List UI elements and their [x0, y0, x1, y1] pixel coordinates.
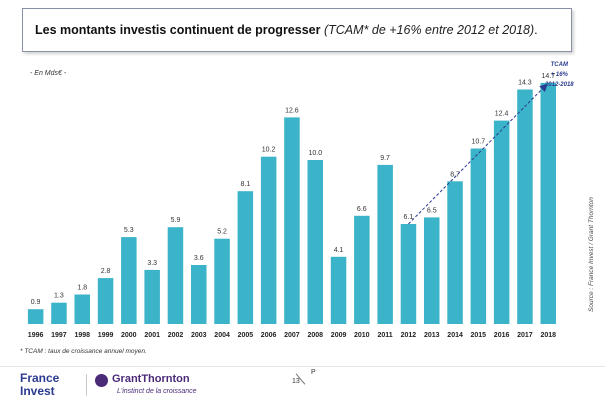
logo-name: GrantThornton [112, 373, 190, 385]
value-label-2007: 12.6 [285, 107, 299, 114]
bar-2011 [377, 164, 393, 324]
x-tick-1996: 1996 [28, 332, 44, 339]
x-tick-2007: 2007 [284, 332, 300, 339]
trend-arrow [408, 83, 548, 225]
trend-label-line: + 16% [551, 72, 569, 78]
france-invest-logo: France Invest [20, 372, 59, 398]
value-label-2003: 3.6 [194, 255, 204, 262]
value-label-2018: 14.7 [541, 73, 555, 80]
x-tick-2017: 2017 [517, 332, 533, 339]
bar-2002 [167, 227, 184, 324]
title-italic: (TCAM* de +16% entre 2012 et 2018) [323, 23, 535, 37]
page-title: Les montants investis continuent de prog… [35, 23, 538, 37]
page-letter: P [311, 369, 316, 376]
trend-label-line: TCAM [551, 62, 569, 68]
x-tick-1997: 1997 [51, 332, 67, 339]
x-tick-2005: 2005 [238, 332, 254, 339]
x-tick-2000: 2000 [121, 332, 137, 339]
bar-2000 [121, 237, 137, 324]
x-tick-2015: 2015 [471, 332, 487, 339]
value-label-2012: 6.1 [404, 214, 414, 221]
footer-divider [0, 366, 605, 367]
x-tick-1999: 1999 [98, 332, 114, 339]
bar-1998 [74, 294, 90, 324]
bar-1997 [51, 302, 67, 324]
title-box: Les montants investis continuent de prog… [22, 8, 572, 52]
x-tick-2014: 2014 [447, 332, 463, 339]
bar-2003 [191, 265, 207, 324]
title-bold: Les montants investis continuent de prog… [35, 23, 321, 37]
bar-2014 [447, 181, 463, 324]
x-tick-2013: 2013 [424, 332, 440, 339]
bar-2004 [214, 238, 230, 324]
value-label-2002: 5.9 [171, 217, 181, 224]
value-label-2013: 6.5 [427, 207, 437, 214]
x-tick-2002: 2002 [168, 332, 184, 339]
value-label-2011: 9.7 [380, 155, 390, 162]
x-tick-2016: 2016 [494, 332, 510, 339]
value-label-2008: 10.0 [308, 150, 322, 157]
x-tick-2011: 2011 [378, 332, 393, 339]
unit-label: - En Mds€ - [30, 70, 67, 77]
footnote: * TCAM : taux de croissance annuel moyen… [20, 348, 147, 355]
value-label-2000: 5.3 [124, 227, 134, 234]
logo-separator [86, 374, 87, 396]
bar-2017 [517, 89, 533, 324]
bar-2009 [330, 256, 347, 324]
x-tick-2001: 2001 [144, 332, 160, 339]
x-tick-2003: 2003 [191, 332, 207, 339]
source-note: Source : France Invest / Grant Thornton [588, 197, 595, 312]
bar-2001 [144, 269, 160, 324]
bar-2012 [400, 224, 417, 324]
value-label-2009: 4.1 [334, 247, 344, 254]
bar-2016 [493, 120, 510, 324]
value-label-1996: 0.9 [31, 299, 41, 306]
bar-2008 [307, 160, 323, 324]
value-label-1998: 1.8 [77, 285, 87, 292]
bar-1999 [97, 278, 114, 324]
logo-line-2: Invest [20, 384, 55, 398]
bar-1996 [27, 309, 44, 324]
page-number: 13 [292, 378, 300, 385]
value-label-2006: 10.2 [262, 147, 276, 154]
value-label-2010: 6.6 [357, 206, 367, 213]
grant-thornton-mark-icon [95, 374, 108, 387]
bar-2018 [540, 82, 556, 325]
x-tick-2009: 2009 [331, 332, 347, 339]
value-label-1997: 1.3 [54, 293, 64, 300]
x-tick-2018: 2018 [541, 332, 557, 339]
x-tick-2006: 2006 [261, 332, 277, 339]
bar-2007 [284, 117, 300, 325]
value-label-2004: 5.2 [217, 229, 227, 236]
x-tick-2010: 2010 [354, 332, 370, 339]
trend-label-line: 2012-2018 [544, 82, 574, 88]
x-tick-1998: 1998 [75, 332, 91, 339]
value-label-2005: 8.1 [241, 181, 251, 188]
bar-2015 [470, 148, 487, 324]
bar-2010 [354, 215, 370, 324]
logo-tagline: L'instinct de la croissance [117, 388, 197, 395]
value-label-2015: 10.7 [471, 139, 485, 146]
bar-2005 [237, 191, 254, 324]
value-label-2014: 8.7 [450, 171, 460, 178]
value-label-2017: 14.3 [518, 80, 532, 87]
bar-2006 [260, 156, 277, 324]
logo-line-1: France [20, 371, 60, 385]
x-tick-2012: 2012 [401, 332, 417, 339]
value-label-1999: 2.8 [101, 268, 111, 275]
x-tick-2008: 2008 [308, 332, 324, 339]
x-tick-2004: 2004 [214, 332, 230, 339]
bar-2013 [424, 217, 440, 324]
title-end: . [534, 23, 538, 37]
value-label-2016: 12.4 [495, 111, 509, 118]
value-label-2001: 3.3 [147, 260, 157, 267]
